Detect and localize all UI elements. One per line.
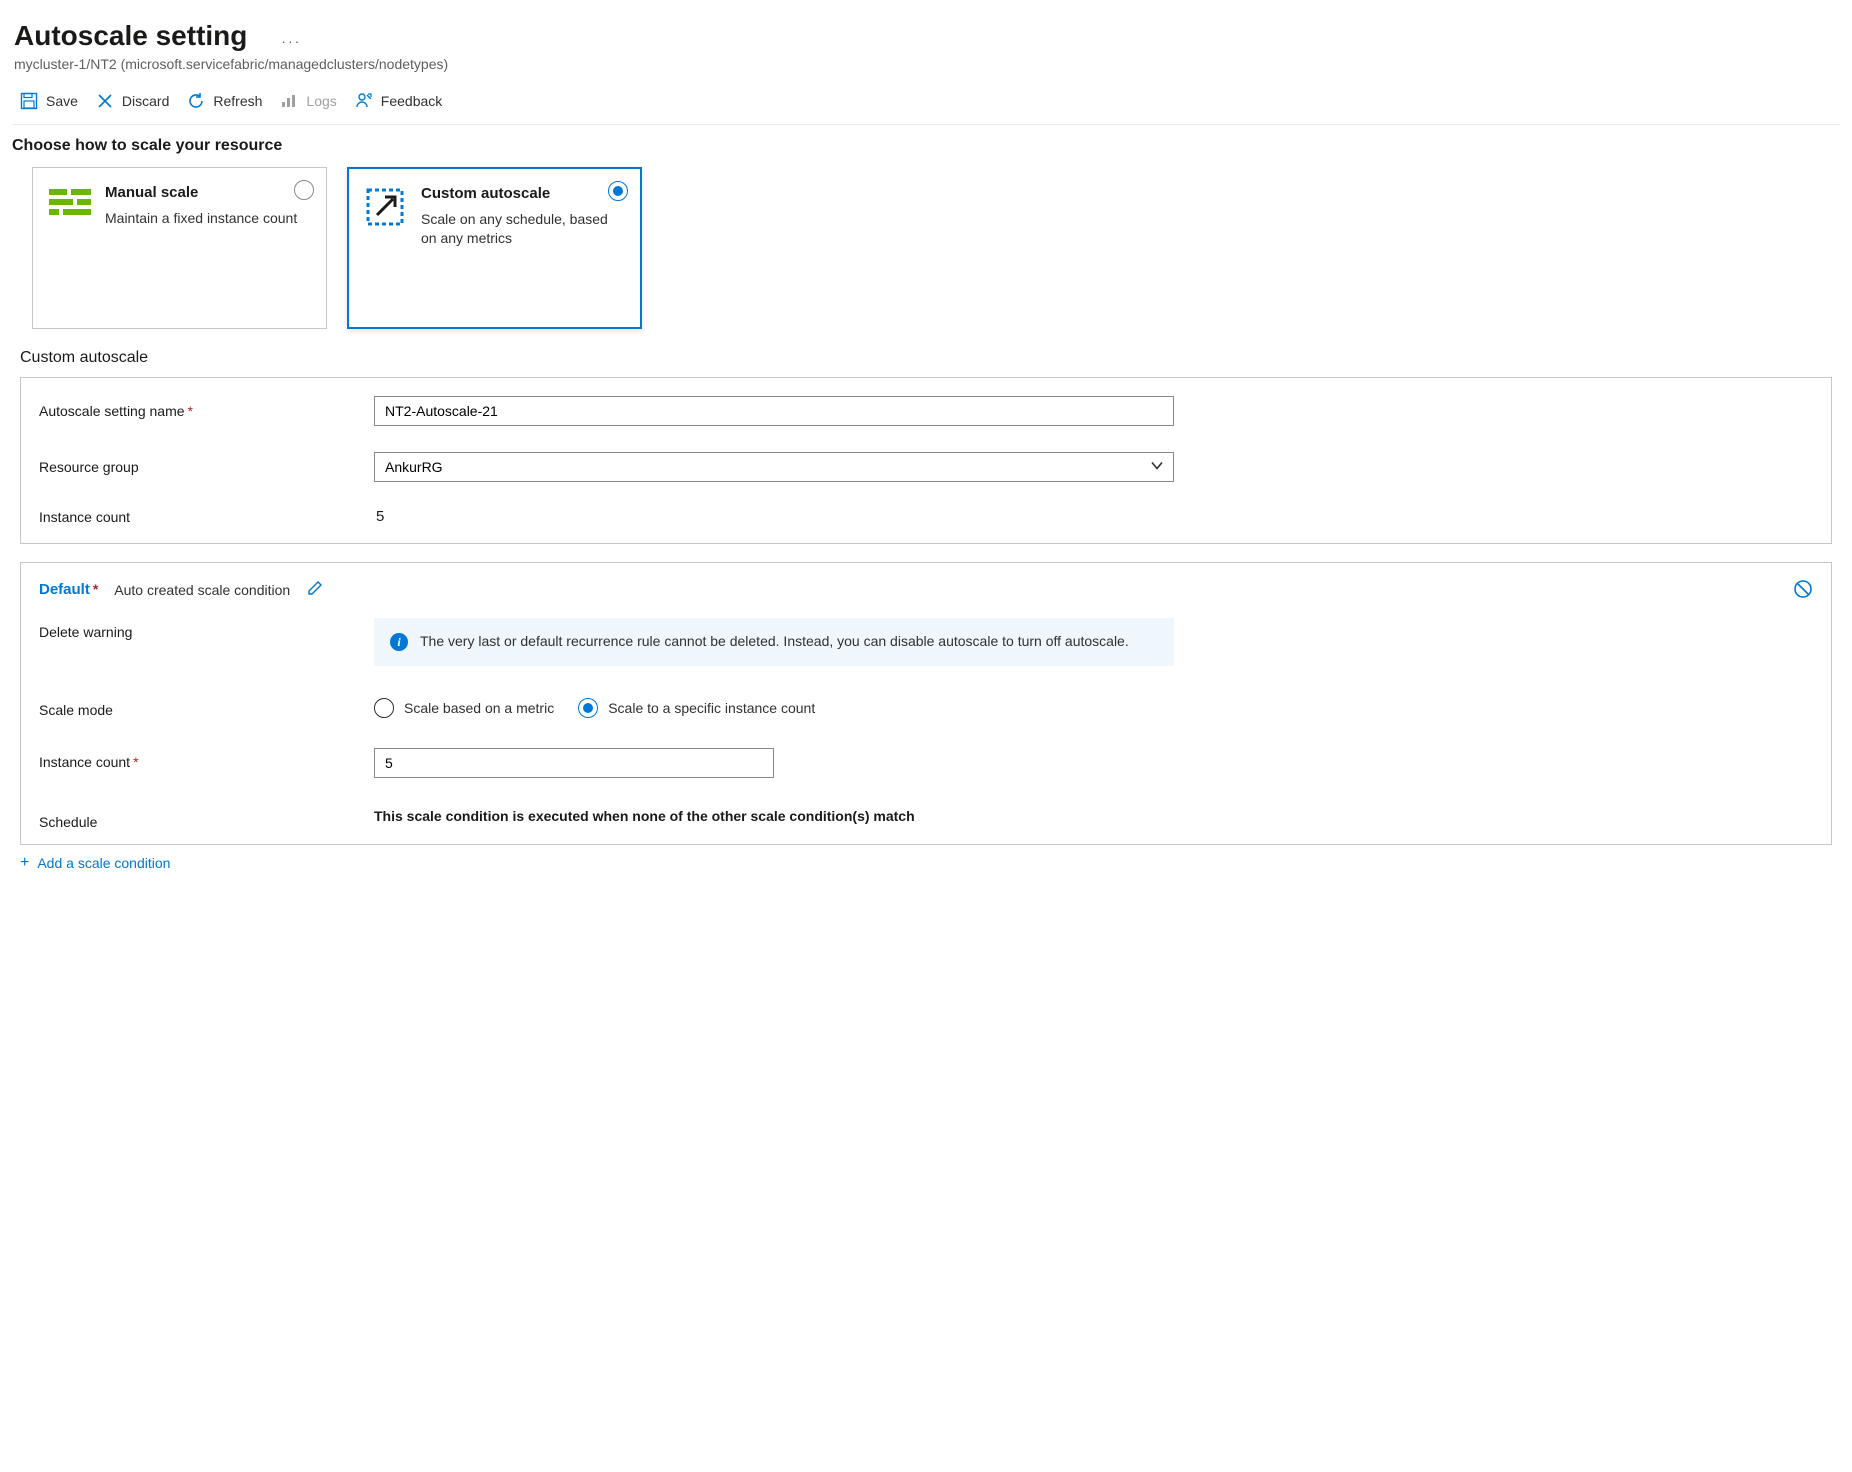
logs-button: Logs (280, 92, 336, 110)
save-button[interactable]: Save (20, 92, 78, 110)
scale-mode-label: Scale mode (39, 696, 374, 718)
custom-autoscale-icon (365, 185, 407, 311)
resource-group-select[interactable] (374, 452, 1174, 482)
close-icon (96, 92, 114, 110)
custom-card-title: Custom autoscale (421, 185, 624, 202)
manual-card-title: Manual scale (105, 184, 297, 201)
setting-name-label: Autoscale setting name* (39, 403, 374, 419)
condition-sublabel: Auto created scale condition (114, 582, 290, 598)
delete-warning-box: i The very last or default recurrence ru… (374, 618, 1174, 666)
custom-radio[interactable] (608, 181, 628, 201)
schedule-label: Schedule (39, 808, 374, 830)
feedback-button[interactable]: Feedback (355, 92, 442, 110)
scale-mode-specific-label: Scale to a specific instance count (608, 700, 815, 716)
instance-count-label: Instance count (39, 509, 374, 525)
custom-autoscale-card[interactable]: Custom autoscale Scale on any schedule, … (347, 167, 642, 329)
custom-section-label: Custom autoscale (20, 349, 1840, 367)
schedule-text: This scale condition is executed when no… (374, 808, 1813, 824)
feedback-label: Feedback (381, 93, 442, 109)
logs-label: Logs (306, 93, 336, 109)
refresh-icon (187, 92, 205, 110)
scale-mode-metric-label: Scale based on a metric (404, 700, 554, 716)
condition-name: Default* (39, 581, 98, 598)
toolbar: Save Discard Refresh Logs Feedback (12, 74, 1840, 125)
delete-warning-text: The very last or default recurrence rule… (420, 632, 1129, 652)
page-title: Autoscale setting (14, 20, 247, 52)
choose-heading: Choose how to scale your resource (12, 137, 1840, 155)
cond-instance-count-label: Instance count* (39, 748, 374, 770)
radio-on-icon (578, 698, 598, 718)
plus-icon: + (20, 855, 29, 871)
logs-icon (280, 92, 298, 110)
cond-instance-count-input[interactable] (374, 748, 774, 778)
scale-mode-specific-radio[interactable]: Scale to a specific instance count (578, 698, 815, 718)
save-icon (20, 92, 38, 110)
refresh-button[interactable]: Refresh (187, 92, 262, 110)
manual-scale-card[interactable]: Manual scale Maintain a fixed instance c… (32, 167, 327, 329)
edit-icon[interactable] (306, 579, 324, 600)
autoscale-settings-panel: Autoscale setting name* Resource group I… (20, 377, 1832, 544)
discard-button[interactable]: Discard (96, 92, 169, 110)
resource-group-label: Resource group (39, 459, 374, 475)
delete-warning-label: Delete warning (39, 618, 374, 640)
scale-mode-metric-radio[interactable]: Scale based on a metric (374, 698, 554, 718)
add-link-label: Add a scale condition (37, 855, 170, 871)
manual-radio[interactable] (294, 180, 314, 200)
discard-label: Discard (122, 93, 169, 109)
scale-mode-cards: Manual scale Maintain a fixed instance c… (32, 167, 1840, 329)
disable-icon[interactable] (1793, 579, 1813, 602)
scale-condition-panel: Default* Auto created scale condition De… (20, 562, 1832, 845)
custom-card-desc: Scale on any schedule, based on any metr… (421, 210, 624, 248)
resource-path: mycluster-1/NT2 (microsoft.servicefabric… (14, 56, 1838, 72)
save-label: Save (46, 93, 78, 109)
refresh-label: Refresh (213, 93, 262, 109)
add-scale-condition-link[interactable]: + Add a scale condition (20, 855, 1840, 871)
scale-mode-radios: Scale based on a metric Scale to a speci… (374, 696, 1813, 718)
feedback-icon (355, 92, 373, 110)
instance-count-value: 5 (374, 508, 1813, 525)
radio-off-icon (374, 698, 394, 718)
setting-name-input[interactable] (374, 396, 1174, 426)
manual-card-desc: Maintain a fixed instance count (105, 209, 297, 228)
info-icon: i (390, 633, 408, 651)
overflow-menu-icon[interactable]: ··· (281, 33, 301, 49)
manual-scale-icon (49, 184, 91, 312)
